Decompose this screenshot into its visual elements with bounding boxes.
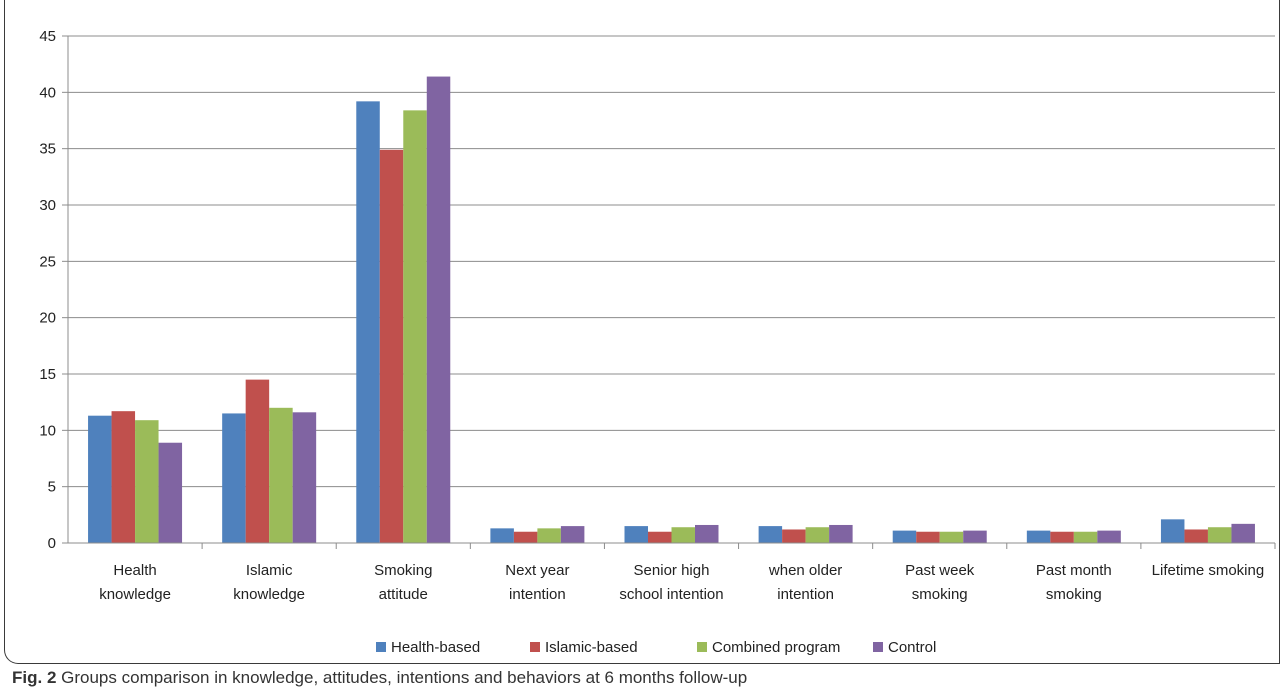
y-tick-label: 20 — [39, 310, 56, 327]
bar-combined-program — [805, 527, 830, 543]
bar-combined-program — [671, 527, 695, 543]
bar-control — [1097, 530, 1121, 543]
y-tick-label: 0 — [48, 535, 56, 552]
figure-label: Fig. 2 — [12, 668, 57, 687]
x-category-label: Islamic — [246, 562, 293, 579]
x-category-label: Past month — [1036, 562, 1112, 579]
bar-islamic-based — [916, 531, 940, 543]
bar-islamic-based — [513, 531, 538, 543]
bar-combined-program — [537, 528, 561, 543]
figure-caption: Fig. 2 Groups comparison in knowledge, a… — [12, 668, 747, 688]
bar-combined-program — [269, 407, 293, 543]
legend-swatch — [376, 642, 386, 652]
bar-control — [695, 524, 719, 543]
bar-islamic-based — [245, 379, 270, 543]
bar-control — [963, 530, 987, 543]
y-tick-label: 25 — [39, 253, 56, 270]
bar-islamic-based — [111, 411, 136, 543]
bar-islamic-based — [1184, 529, 1208, 543]
x-category-label: knowledge — [99, 586, 171, 603]
x-category-label: Senior high — [634, 562, 710, 579]
x-category-label: when older — [768, 562, 842, 579]
bar-chart: 0 5 10 15 20 25 30 35 40 45 Health knowledge Islami… — [39, 28, 1276, 656]
legend-label: Health-based — [391, 639, 480, 656]
bar-health-based — [88, 415, 112, 543]
y-tick-label: 40 — [39, 84, 56, 101]
bar-health-based — [1160, 519, 1185, 543]
y-tick-label: 45 — [39, 28, 56, 45]
legend-swatch — [697, 642, 707, 652]
y-tick-label: 15 — [39, 366, 56, 383]
bars — [88, 76, 1255, 544]
bar-islamic-based — [1050, 531, 1074, 543]
bar-health-based — [624, 526, 648, 543]
legend: Health-based Islamic-based Combined progra… — [376, 639, 936, 656]
legend-label: Combined program — [712, 639, 840, 656]
bar-control — [158, 442, 183, 543]
bar-control — [292, 412, 317, 543]
x-category-label: Lifetime smoking — [1152, 562, 1265, 579]
bar-health-based — [1026, 530, 1051, 543]
bar-control — [829, 524, 853, 543]
y-tick-labels: 0 5 10 15 20 25 30 35 40 45 — [39, 28, 56, 552]
figure-frame — [4, 0, 1280, 664]
y-tick-label: 5 — [48, 479, 56, 496]
bar-health-based — [758, 526, 783, 543]
x-category-label: knowledge — [233, 586, 305, 603]
x-category-label: intention — [777, 586, 834, 603]
bar-combined-program — [403, 110, 427, 544]
y-tick-label: 30 — [39, 197, 56, 214]
legend-label: Islamic-based — [545, 639, 638, 656]
bar-health-based — [490, 528, 514, 543]
bar-islamic-based — [648, 531, 672, 543]
y-tick-label: 35 — [39, 141, 56, 158]
x-category-label: attitude — [379, 586, 428, 603]
bar-combined-program — [1207, 527, 1232, 543]
x-category-labels: Health knowledge Islamic knowledge Smoking at… — [99, 562, 1264, 603]
x-category-label: school intention — [619, 586, 723, 603]
bar-control — [426, 76, 451, 543]
legend-swatch — [873, 642, 883, 652]
bar-islamic-based — [379, 149, 404, 543]
bar-combined-program — [135, 420, 159, 543]
x-category-label: Next year — [505, 562, 569, 579]
x-category-label: Past week — [905, 562, 975, 579]
legend-label: Control — [888, 639, 936, 656]
bar-islamic-based — [782, 529, 806, 543]
x-category-label: smoking — [1046, 586, 1102, 603]
bar-health-based — [222, 413, 246, 543]
x-category-label: smoking — [912, 586, 968, 603]
bar-combined-program — [1073, 531, 1098, 543]
bar-health-based — [356, 101, 380, 543]
bar-control — [1231, 523, 1255, 543]
bar-combined-program — [939, 531, 964, 543]
bar-control — [560, 526, 585, 543]
legend-swatch — [530, 642, 540, 652]
x-category-label: Smoking — [374, 562, 432, 579]
y-tick-label: 10 — [39, 422, 56, 439]
axes — [62, 35, 1276, 549]
x-category-label: Health — [113, 562, 156, 579]
x-category-label: intention — [509, 586, 566, 603]
bar-health-based — [892, 530, 917, 543]
caption-text: Groups comparison in knowledge, attitude… — [61, 668, 748, 687]
